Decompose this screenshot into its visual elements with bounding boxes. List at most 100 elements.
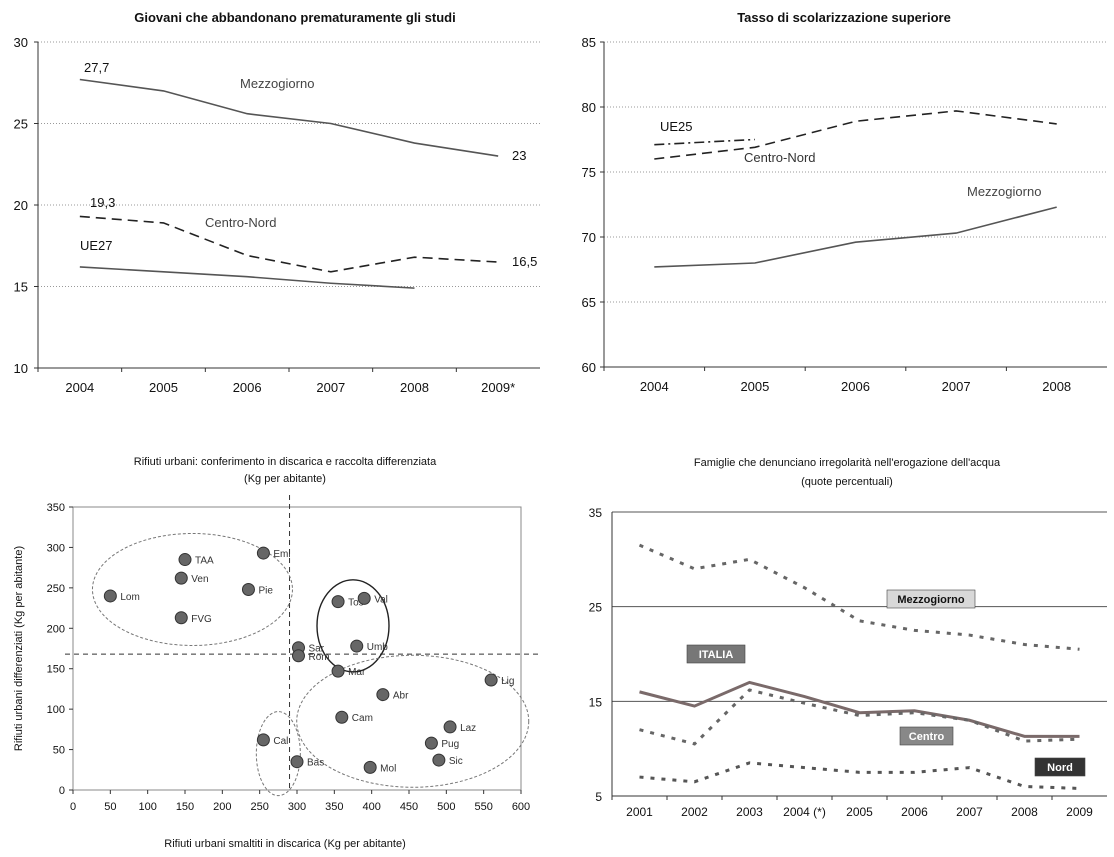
x-tick-label: 2009* [481, 380, 515, 395]
y-tick-label: 15 [14, 280, 28, 295]
x-tick-label: 2001 [626, 805, 653, 819]
x-tick-label: 300 [288, 801, 306, 813]
x-tick-label: 0 [70, 801, 76, 813]
point-label-abr: Abr [393, 691, 409, 702]
point-cal [256, 733, 270, 747]
data-label: 19,3 [90, 195, 115, 210]
y-tick-label: 20 [14, 198, 28, 213]
series-label-nord: Nord [1047, 762, 1073, 774]
y-tick-label: 65 [582, 295, 596, 310]
point-label-sar: Sar [308, 644, 324, 655]
x-tick-label: 2005 [846, 805, 873, 819]
point-label-lom: Lom [120, 592, 139, 603]
point-pie [241, 582, 255, 596]
point-tos [331, 595, 345, 609]
x-tick-label: 2002 [681, 805, 708, 819]
point-mar [331, 664, 345, 678]
point-label-rom: Rom [308, 652, 329, 663]
point-label-bas: Bas [307, 758, 324, 769]
x-tick-label: 200 [213, 801, 231, 813]
x-tick-label: 2007 [316, 380, 345, 395]
chart-water-svg: Famiglie che denunciano irregolarità nel… [589, 457, 1107, 819]
x-tick-label: 2006 [233, 380, 262, 395]
y-tick-label: 70 [582, 230, 596, 245]
y-axis-label: Rifiuti urbani differenziati (Kg per abi… [13, 546, 25, 751]
y-tick-label: 30 [14, 35, 28, 50]
chart-dropout: Giovani che abbandonano prematuramente g… [0, 0, 557, 420]
point-label-cam: Cam [352, 713, 373, 724]
point-label-tos: Tos [348, 598, 364, 609]
series-line-nord [639, 761, 1080, 790]
cluster-ellipse-center [316, 579, 390, 673]
point-ven [174, 571, 188, 585]
y-tick-label: 0 [59, 785, 65, 797]
x-tick-label: 2004 [65, 380, 94, 395]
chart-water: Famiglie che denunciano irregolarità nel… [557, 445, 1114, 857]
y-tick-label: 15 [589, 695, 603, 709]
point-val [357, 591, 371, 605]
point-rom [291, 649, 305, 663]
point-lig [484, 673, 498, 687]
series-label-centro-nord: Centro-Nord [205, 215, 277, 230]
x-tick-label: 2008 [1011, 805, 1038, 819]
point-label-ven: Ven [191, 574, 208, 585]
point-label-mol: Mol [380, 763, 396, 774]
y-tick-label: 100 [47, 704, 65, 716]
y-tick-label: 85 [582, 35, 596, 50]
point-sic [432, 753, 446, 767]
x-tick-label: 500 [437, 801, 455, 813]
x-tick-label: 2005 [740, 379, 769, 394]
cluster-ellipse-south [296, 654, 530, 788]
chart-subtitle: (quote percentuali) [801, 476, 893, 488]
y-tick-label: 350 [47, 502, 65, 514]
y-tick-label: 200 [47, 623, 65, 635]
x-tick-label: 2008 [400, 380, 429, 395]
x-tick-label: 2004 (*) [783, 805, 826, 819]
series-line-centro-nord [654, 110, 1057, 160]
point-label-taa: TAA [195, 556, 214, 567]
series-label-ue25: UE25 [660, 119, 693, 134]
cluster-ellipse-north [91, 532, 293, 646]
x-tick-label: 250 [250, 801, 268, 813]
series-line-mezzogiorno [654, 206, 1057, 268]
y-tick-label: 250 [47, 583, 65, 595]
x-tick-label: 2007 [956, 805, 983, 819]
chart-subtitle: (Kg per abitante) [244, 473, 326, 485]
x-tick-label: 2005 [149, 380, 178, 395]
series-line-italia [639, 680, 1080, 738]
chart-dropout-svg: Giovani che abbandonano prematuramente g… [14, 10, 540, 395]
x-axis-label: Rifiuti urbani smaltiti in discarica (Kg… [164, 838, 406, 850]
cluster-ellipse-cal-bas [255, 711, 301, 797]
point-laz [443, 720, 457, 734]
y-tick-label: 25 [589, 601, 603, 615]
point-pug [424, 736, 438, 750]
x-tick-label: 2004 [640, 379, 669, 394]
data-label: 23 [512, 148, 526, 163]
y-tick-label: 60 [582, 360, 596, 375]
y-tick-label: 35 [589, 506, 603, 520]
x-tick-label: 600 [512, 801, 530, 813]
point-taa [178, 553, 192, 567]
y-tick-label: 80 [582, 100, 596, 115]
x-tick-label: 2009 [1066, 805, 1093, 819]
point-abr [376, 688, 390, 702]
series-label-box-centro [899, 726, 954, 746]
chart-title: Giovani che abbandonano prematuramente g… [134, 10, 455, 25]
x-tick-label: 2008 [1042, 379, 1071, 394]
series-line-mezzogiorno [638, 543, 1080, 651]
point-label-pug: Pug [441, 739, 459, 750]
point-label-lig: Lig [501, 676, 514, 687]
point-label-sic: Sic [449, 756, 463, 767]
y-tick-label: 10 [14, 361, 28, 376]
series-line-centro-nord [79, 215, 499, 273]
x-tick-label: 2006 [901, 805, 928, 819]
x-tick-label: 2006 [841, 379, 870, 394]
point-umb [350, 639, 364, 653]
x-tick-label: 2003 [736, 805, 763, 819]
x-tick-label: 550 [474, 801, 492, 813]
point-lom [103, 589, 117, 603]
series-label-ue27: UE27 [80, 238, 113, 253]
chart-waste-svg: Rifiuti urbani: conferimento in discaric… [13, 456, 539, 850]
point-label-laz: Laz [460, 723, 476, 734]
x-tick-label: 2007 [942, 379, 971, 394]
